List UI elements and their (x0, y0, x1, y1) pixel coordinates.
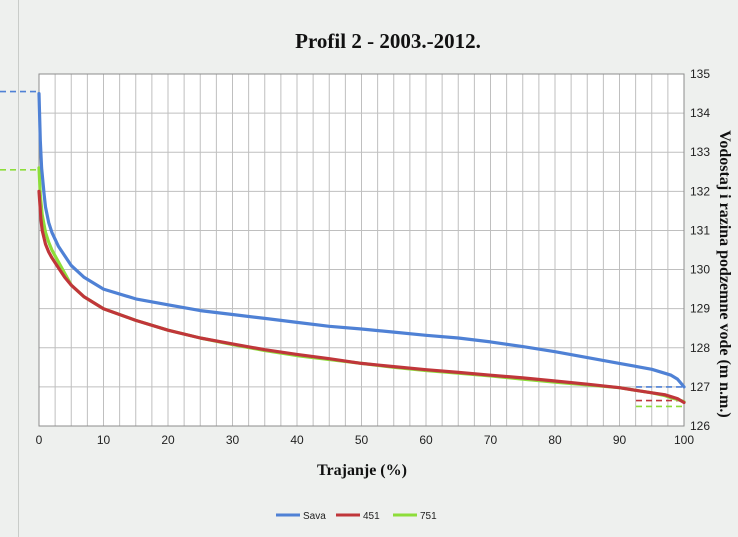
x-tick-label: 90 (613, 433, 627, 447)
y-tick-label: 133 (690, 145, 710, 159)
series-line-451 (37, 189, 686, 405)
x-tick-label: 50 (355, 433, 369, 447)
x-tick-label: 10 (97, 433, 111, 447)
y-tick-label: 127 (690, 380, 710, 394)
plot-frame (38, 73, 685, 427)
legend-label-751: 751 (420, 511, 437, 522)
x-tick-label: 0 (36, 433, 43, 447)
y-tick-label: 130 (690, 263, 710, 277)
y-tick-label: 129 (690, 302, 710, 316)
x-axis-title: Trajanje (%) (317, 462, 407, 479)
x-tick-label: 80 (548, 433, 562, 447)
y-tick-label: 134 (690, 106, 710, 120)
x-tick-label: 60 (419, 433, 433, 447)
x-tick-label: 30 (226, 433, 240, 447)
y-tick-label: 131 (690, 223, 710, 237)
x-tick-label: 40 (290, 433, 304, 447)
legend: Sava 451 751 (276, 511, 437, 522)
y-axis-title: Vodostaj i razina podzemne vode (m n.m.) (716, 130, 733, 417)
grid (38, 73, 685, 427)
y-tick-label: 126 (690, 419, 710, 433)
x-tick-label: 70 (484, 433, 498, 447)
legend-label-451: 451 (363, 511, 380, 522)
y-tick-label: 135 (690, 67, 710, 81)
series-lines (37, 91, 686, 405)
x-tick-label: 100 (674, 433, 694, 447)
series-line-sava (37, 91, 686, 389)
y-tick-label: 132 (690, 184, 710, 198)
x-tick-label: 20 (161, 433, 175, 447)
chart-title: Profil 2 - 2003.-2012. (295, 29, 481, 53)
left-border (18, 0, 19, 537)
legend-label-sava: Sava (303, 511, 326, 522)
y-tick-label: 128 (690, 341, 710, 355)
